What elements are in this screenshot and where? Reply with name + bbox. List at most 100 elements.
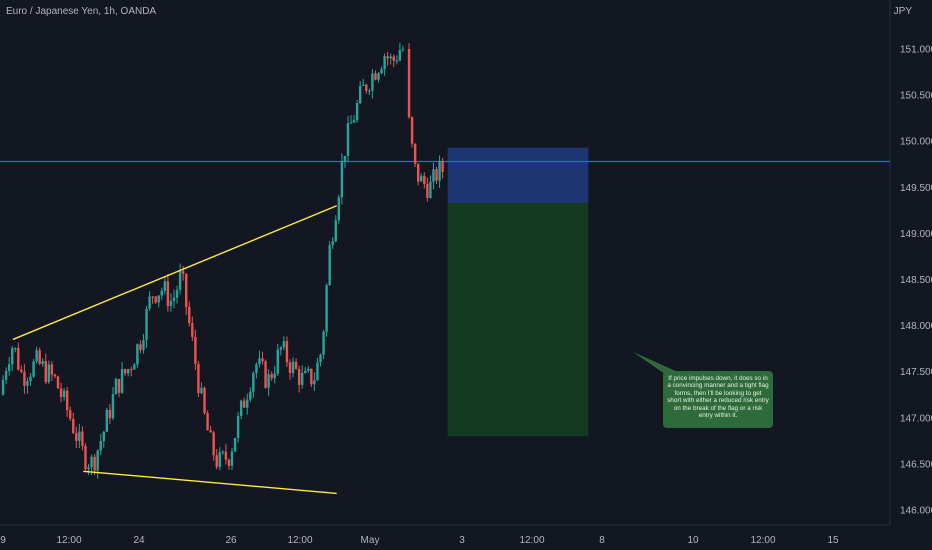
x-tick-label: 12:00 [287,535,312,546]
candle-body [282,341,286,348]
candle-body [142,340,145,350]
candle-body [209,430,212,433]
candle-body [20,369,23,372]
y-tick-label: 147.500 [900,367,932,378]
y-tick-label: 148.500 [900,275,932,286]
y-tick-label: 150.500 [900,91,932,102]
candle-body [84,445,87,470]
candle-body [386,56,389,59]
candle-body [392,56,395,61]
candle-body [316,362,319,381]
candle-body [23,371,26,386]
candle-body [133,364,136,370]
candle-body [145,308,148,341]
symbol-title: Euro / Japanese Yen, 1h, OANDA [6,6,157,17]
candle-body [185,273,188,307]
candle-body [267,374,270,388]
candle-body [81,431,84,446]
candle-body [78,431,81,441]
candle-body [371,73,374,91]
candle-body [255,364,258,374]
candle-body [358,85,362,103]
candle-body [72,418,75,434]
candle-body [181,271,185,274]
candle-body [102,431,105,442]
candle-body [154,296,157,303]
candle-body [108,409,112,419]
candle-body [69,410,72,419]
candle-body [14,348,17,350]
currency-label: JPY [893,6,912,17]
x-tick-label: 10 [687,535,699,546]
candle-body [4,370,8,380]
candle-body [65,390,69,411]
candle-body [188,306,191,324]
candle-body [166,281,170,307]
x-tick-label: May [361,535,380,546]
candle-body [99,441,102,451]
candle-body [50,364,54,375]
candle-body [96,450,99,471]
candle-body [243,400,246,408]
x-tick-label: 24 [133,535,145,546]
candle-body [233,437,237,452]
candle-body [362,84,365,86]
y-tick-label: 150.000 [900,137,932,148]
candle-body [44,361,47,383]
candle-body [90,456,93,468]
candle-body [374,73,377,80]
candle-body [435,169,438,181]
candle-body [438,161,441,181]
price-axis [890,0,932,550]
x-tick-label: 3 [459,535,465,546]
candle-body [258,358,261,365]
candle-body [413,143,417,164]
candle-body [230,451,234,466]
candle-body [276,349,279,374]
candle-body [120,369,124,393]
candle-body [300,372,304,385]
candle-body [56,376,60,389]
candle-body [32,361,35,377]
y-tick-label: 146.500 [900,459,932,470]
candle-body [395,60,399,62]
candle-body [53,374,57,377]
candle-body [304,370,307,373]
candle-body [285,341,289,363]
candle-body [297,368,301,385]
candle-body [38,350,41,364]
y-tick-label: 146.000 [900,506,932,517]
candle-body [224,451,228,460]
candle-body [62,390,66,398]
candle-body [59,388,63,398]
x-tick-label: 26 [225,535,237,546]
candle-body [279,347,283,350]
candle-body [35,350,38,362]
candle-body [340,161,344,198]
candle-body [157,295,160,303]
candle-body [246,399,249,408]
candle-body [346,123,350,156]
y-tick-label: 151.000 [900,45,932,56]
annotation-callout[interactable]: If price impulses down, it does so in a … [663,371,773,428]
candle-body [352,120,356,123]
candle-body [130,369,133,371]
candle-body [264,361,267,388]
candle-body [307,368,310,371]
candle-body [310,368,313,385]
candle-body [294,361,298,369]
candle-body [197,363,200,394]
candle-body [212,432,215,456]
candle-body [420,175,423,182]
candle-body [380,68,383,74]
candle-body [136,344,139,365]
candle-body [1,379,5,395]
y-tick-label: 148.000 [900,321,932,332]
candle-body [87,467,90,470]
take-profit-zone [447,202,589,437]
candle-body [151,296,154,298]
candle-body [127,369,130,374]
candle-body [407,49,411,118]
